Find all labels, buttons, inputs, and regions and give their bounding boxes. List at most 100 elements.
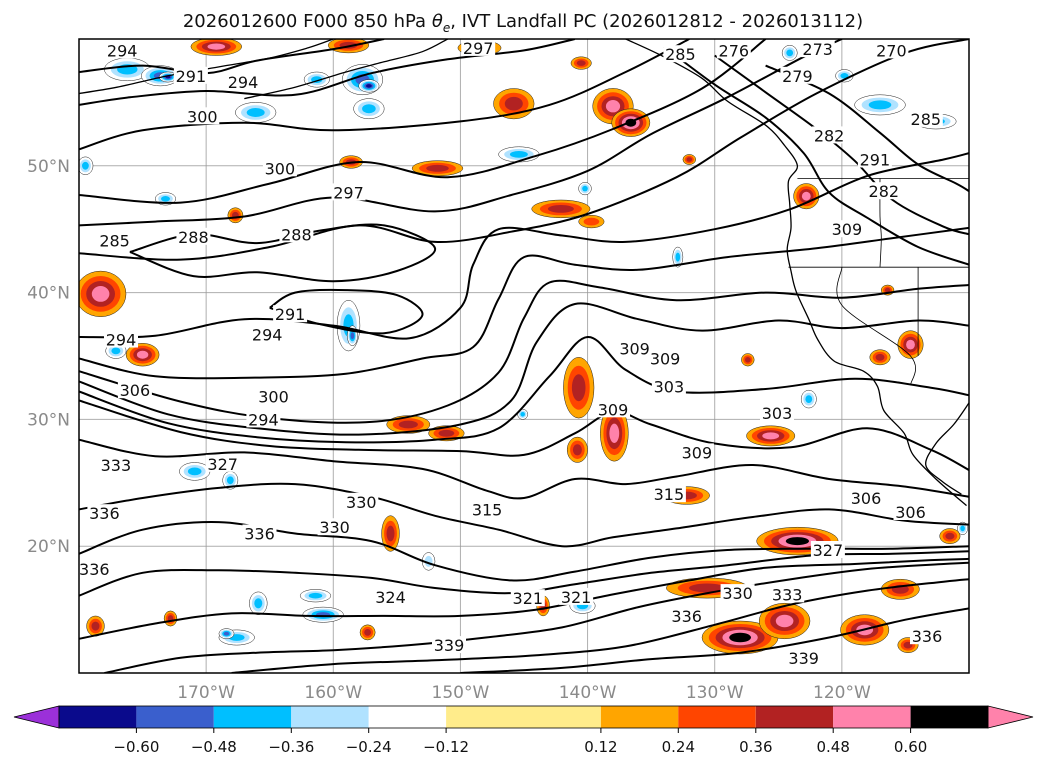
contour-label-background	[344, 492, 379, 510]
colorbar-tick-label: 0.48	[816, 738, 849, 756]
theta-e-contour-line	[231, 578, 969, 673]
contour-label-background	[185, 107, 220, 125]
contour-label-background	[648, 349, 683, 367]
contour-label: 285	[911, 110, 942, 129]
contour-label: 288	[178, 228, 209, 247]
contour-label-background	[716, 41, 751, 59]
contour-label-background	[874, 41, 909, 59]
positive-anomaly-patch	[689, 583, 726, 593]
longitude-tick-label: 120°W	[813, 683, 871, 703]
positive-anomaly-patch	[504, 96, 523, 111]
theta-e-contours	[79, 39, 969, 673]
contour-label: 306	[851, 489, 882, 508]
negative-anomaly-patch	[226, 476, 234, 485]
positive-anomaly-patch	[906, 339, 915, 350]
contour-label-background	[651, 485, 686, 503]
contour-label-background	[800, 40, 835, 58]
theta-e-contour-line	[663, 45, 969, 266]
negative-anomaly-patch	[308, 592, 323, 599]
positive-anomaly-patch	[91, 286, 110, 302]
contour-label: 288	[281, 225, 312, 244]
negative-anomaly-patch	[82, 161, 89, 170]
negative-anomaly-patch	[868, 100, 892, 110]
negative-anomaly-patch	[223, 631, 230, 636]
theta-e-contour-line	[79, 336, 969, 444]
latitude-tick-label: 30°N	[27, 410, 70, 430]
negative-anomaly-patch	[246, 108, 265, 117]
longitude-tick-label: 160°W	[304, 683, 362, 703]
contour-label-background	[331, 183, 366, 201]
contour-label: 327	[813, 541, 844, 560]
latitude-tick-label: 20°N	[27, 537, 70, 557]
contour-label: 282	[814, 126, 845, 145]
theta-e-contour-line	[765, 64, 969, 193]
coastline	[925, 402, 969, 495]
longitude-tick-label: 170°W	[177, 683, 235, 703]
contour-label: 336	[89, 504, 120, 523]
negative-anomaly-patch	[786, 49, 794, 57]
title-subscript: e	[443, 21, 450, 35]
positive-anomaly-patch	[609, 423, 620, 443]
colorbar-segment	[59, 706, 137, 728]
contour-label-background	[250, 325, 285, 343]
contour-label-background	[810, 541, 845, 558]
contour-label: 327	[207, 455, 238, 474]
negative-anomaly-patch	[675, 252, 681, 262]
contour-label-background	[317, 518, 352, 536]
negative-anomaly-patch	[509, 151, 528, 158]
contour-label-background	[242, 524, 277, 542]
contour-label: 309	[832, 220, 863, 239]
positive-anomaly-patch	[762, 432, 780, 440]
contour-label: 339	[434, 636, 465, 655]
contour-label-background	[559, 587, 594, 605]
contour-label: 336	[79, 560, 110, 579]
contour-label: 303	[654, 377, 685, 396]
contour-label: 300	[258, 388, 289, 407]
contour-label: 270	[876, 41, 907, 60]
negative-anomaly-patch	[111, 347, 121, 355]
latitude-tick-label: 50°N	[27, 157, 70, 177]
contour-label: 282	[869, 182, 900, 201]
contour-label-background	[279, 225, 314, 243]
theta-e-contour-line	[79, 39, 843, 227]
contour-label-background	[205, 454, 240, 472]
positive-anomaly-patch	[785, 537, 810, 546]
contour-label-background	[87, 504, 122, 522]
theta-e-contour-line	[79, 39, 385, 75]
colorbar-segment	[600, 706, 679, 728]
contour-label-background	[893, 503, 928, 520]
latitude-tick-labels: 50°N 40°N 30°N 20°N	[27, 157, 70, 557]
colorbar-tick-label: −0.48	[191, 738, 237, 756]
contour-label: 294	[106, 331, 137, 350]
contour-label-background	[829, 220, 864, 238]
contour-label: 336	[671, 607, 702, 626]
contour-label: 285	[665, 45, 696, 64]
longitude-tick-label: 130°W	[686, 683, 744, 703]
coastlines	[79, 39, 969, 507]
latitude-tick-label: 40°N	[27, 284, 70, 304]
contour-label: 315	[472, 500, 503, 519]
colorbar-tick-label: −0.12	[423, 738, 469, 756]
contour-label-background	[617, 339, 652, 357]
theta-e-contour-line	[79, 39, 690, 151]
contour-label: 291	[275, 305, 306, 324]
contour-label-background	[770, 585, 805, 603]
contour-label: 336	[912, 627, 943, 646]
contour-label: 321	[513, 589, 544, 608]
theta-e-contour-line	[79, 226, 969, 380]
negative-anomaly-patch	[840, 73, 849, 79]
colorbar-segment	[368, 706, 447, 728]
state-border	[836, 267, 916, 386]
positive-anomaly-patch	[945, 532, 955, 540]
contour-label: 303	[762, 404, 793, 423]
positive-anomaly-patch	[91, 621, 100, 631]
contour-label-background	[849, 489, 883, 506]
colorbar-tick-label: 0.24	[662, 738, 695, 756]
theta-e-contour-line	[79, 302, 969, 436]
title-prefix: 2026012600 F000 850 hPa	[183, 11, 432, 32]
colorbar-tick-label: −0.60	[113, 738, 159, 756]
contour-label: 294	[248, 410, 279, 429]
theta-e-contour-line	[79, 39, 576, 106]
contour-label-background	[226, 73, 260, 91]
